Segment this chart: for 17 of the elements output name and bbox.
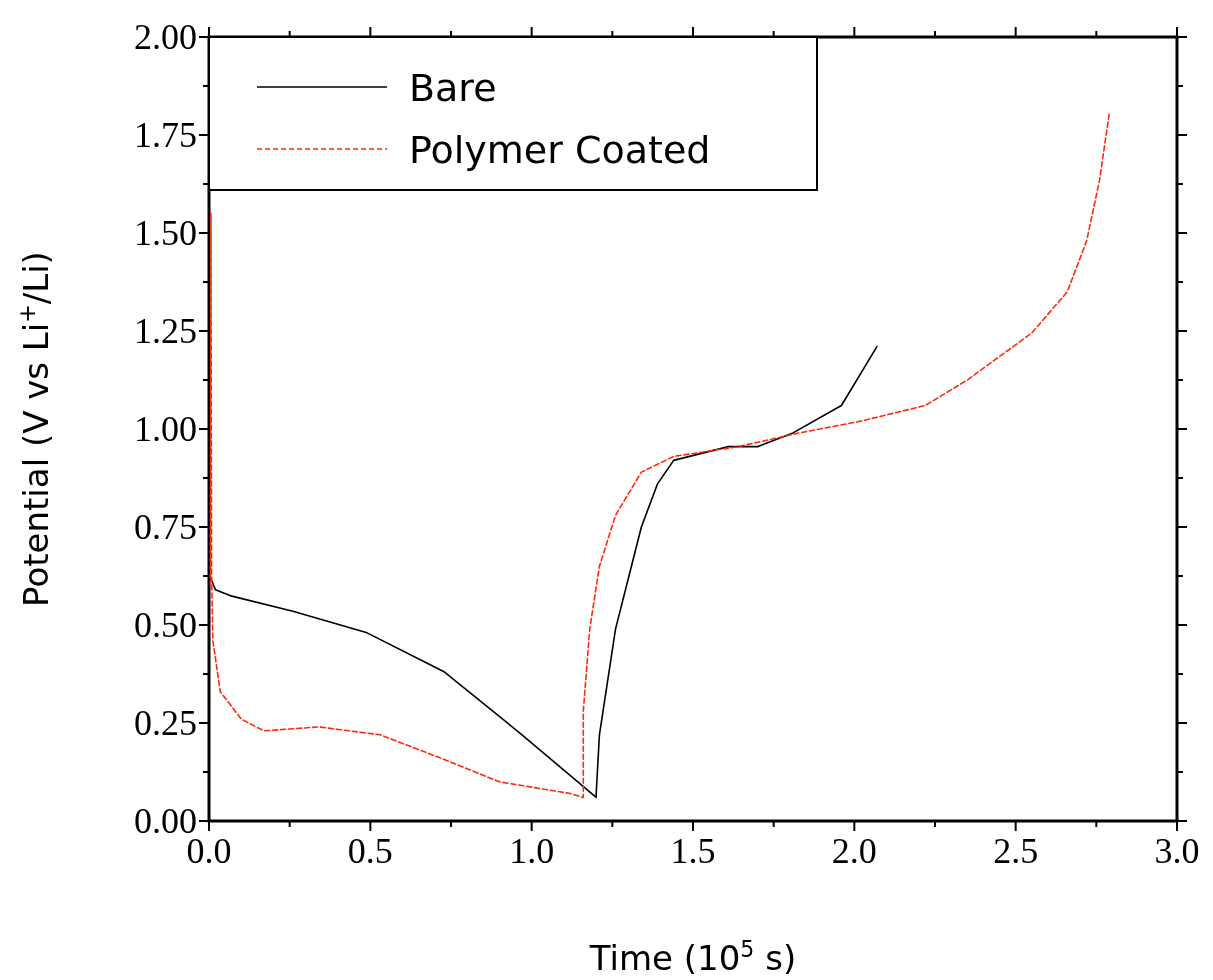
- y-tick-label: 0.50: [134, 605, 197, 645]
- y-tick-label: 0.25: [134, 703, 197, 743]
- legend-label: Bare: [409, 66, 497, 110]
- y-tick-label: 1.00: [134, 409, 197, 449]
- y-tick-label: 1.75: [134, 115, 197, 155]
- x-tick-label: 1.5: [670, 831, 716, 871]
- x-tick-label: 2.5: [993, 831, 1039, 871]
- x-tick-label: 2.0: [831, 831, 877, 871]
- y-tick-label: 0.75: [134, 507, 197, 547]
- y-tick-label: 1.25: [134, 311, 197, 351]
- x-tick-label: 1.0: [509, 831, 555, 871]
- x-tick-label: 0.5: [347, 831, 393, 871]
- x-axis-title: Time (10$^{5}$ s): [588, 936, 797, 978]
- legend-label: Polymer Coated: [409, 128, 711, 172]
- y-tick-label: 2.00: [134, 17, 197, 57]
- x-tick-label: 3.0: [1154, 831, 1200, 871]
- y-tick-label: 1.50: [134, 213, 197, 253]
